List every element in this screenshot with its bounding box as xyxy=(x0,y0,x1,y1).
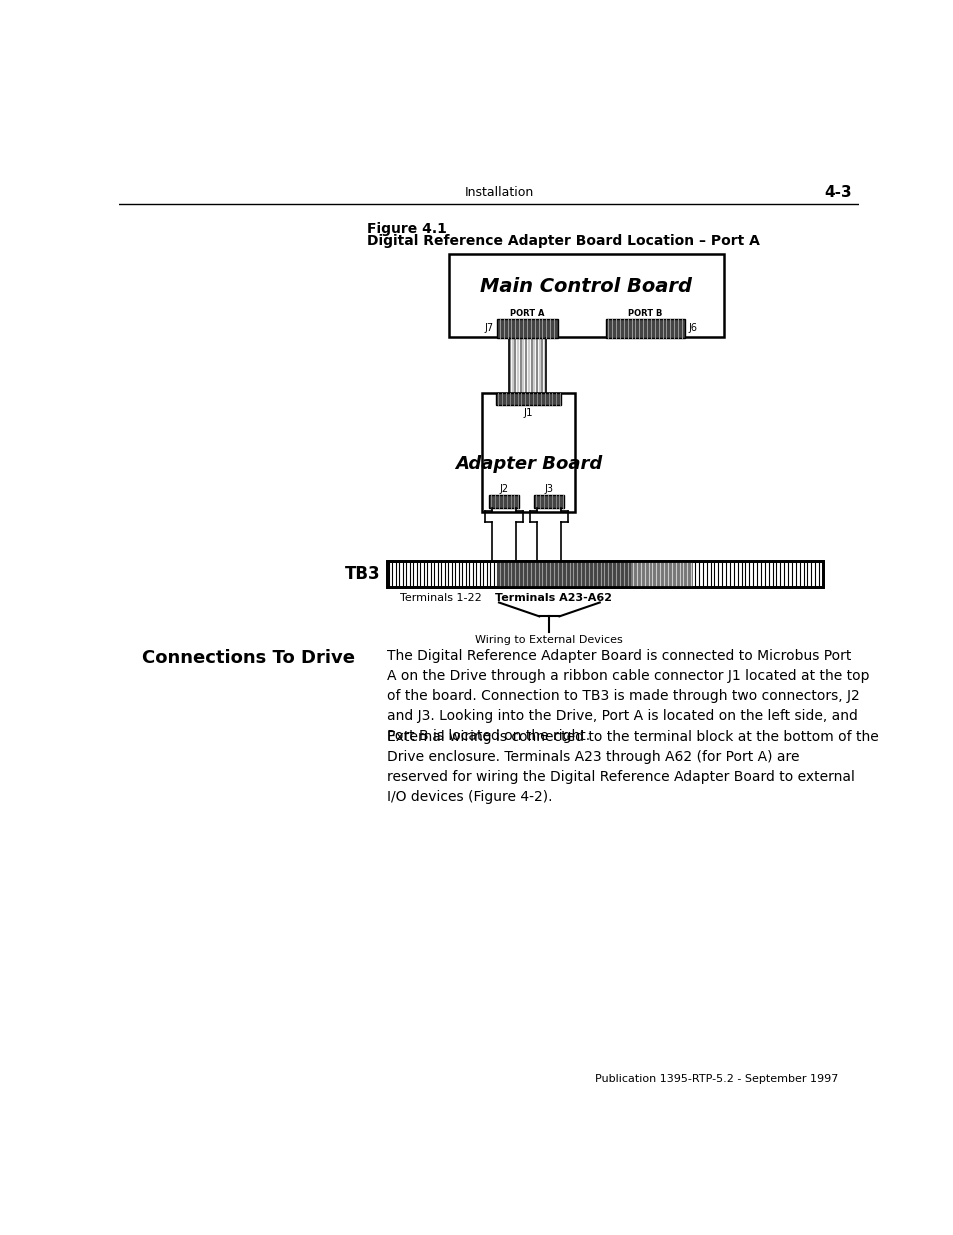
Bar xyxy=(497,319,558,337)
Text: J1: J1 xyxy=(523,409,533,419)
Bar xyxy=(488,495,518,508)
Text: J6: J6 xyxy=(688,324,698,333)
Text: J2: J2 xyxy=(499,484,508,494)
Text: Terminals A23-A62: Terminals A23-A62 xyxy=(495,593,611,603)
Text: Figure 4.1: Figure 4.1 xyxy=(367,222,447,236)
Text: PORT A: PORT A xyxy=(510,309,544,317)
Bar xyxy=(386,561,822,587)
Text: Installation: Installation xyxy=(464,186,533,199)
Bar xyxy=(386,561,822,587)
Bar xyxy=(605,319,684,337)
Text: J7: J7 xyxy=(484,324,493,333)
Text: Publication 1395-RTP-5.2 - September 1997: Publication 1395-RTP-5.2 - September 199… xyxy=(595,1073,838,1084)
Bar xyxy=(630,561,692,587)
Text: The Digital Reference Adapter Board is connected to Microbus Port
A on the Drive: The Digital Reference Adapter Board is c… xyxy=(386,648,868,743)
Text: Terminals 1-22: Terminals 1-22 xyxy=(399,593,481,603)
Text: Digital Reference Adapter Board Location – Port A: Digital Reference Adapter Board Location… xyxy=(367,235,760,248)
Text: PORT B: PORT B xyxy=(628,309,662,317)
Text: Wiring to External Devices: Wiring to External Devices xyxy=(475,635,622,645)
Text: External wiring is connected to the terminal block at the bottom of the
Drive en: External wiring is connected to the term… xyxy=(386,730,878,804)
Text: Adapter Board: Adapter Board xyxy=(455,454,601,473)
Text: Connections To Drive: Connections To Drive xyxy=(142,648,355,667)
Bar xyxy=(496,393,560,405)
Text: 4-3: 4-3 xyxy=(823,185,851,200)
Text: Main Control Board: Main Control Board xyxy=(479,277,692,296)
Bar xyxy=(497,561,630,587)
Bar xyxy=(534,495,563,508)
Text: TB3: TB3 xyxy=(344,564,380,583)
Bar xyxy=(448,254,723,337)
Bar xyxy=(481,393,575,511)
Text: J3: J3 xyxy=(544,484,553,494)
